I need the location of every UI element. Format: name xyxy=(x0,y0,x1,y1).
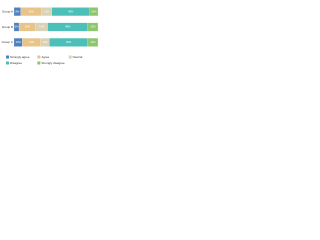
data-label: 22% xyxy=(29,40,35,44)
y-tick-label: Group B xyxy=(2,25,13,29)
legend-swatch xyxy=(6,61,9,65)
data-label: 12% xyxy=(44,9,50,13)
data-label: 10% xyxy=(42,40,48,44)
data-label: 8% xyxy=(15,9,19,13)
data-label: 12% xyxy=(90,25,96,29)
data-label: 45% xyxy=(68,9,74,13)
data-label: 14% xyxy=(39,25,45,29)
bar-segment xyxy=(87,22,99,32)
legend-swatch xyxy=(68,55,72,59)
bar-segment xyxy=(89,7,99,16)
data-label: 25% xyxy=(29,9,35,13)
legend-swatch xyxy=(37,61,41,65)
bar-segment xyxy=(87,38,99,47)
data-label: 10% xyxy=(91,9,97,13)
legend-label: Agree xyxy=(41,55,49,59)
legend-label: Neutral xyxy=(73,55,83,59)
data-label: 20% xyxy=(25,25,31,29)
y-tick-label: Group A xyxy=(2,9,13,13)
page: {"chart_data": {"type": "stacked-bar-hor… xyxy=(0,0,320,72)
data-label: 46% xyxy=(66,40,72,44)
legend-label: Disagree xyxy=(10,61,22,65)
legend-label: Strongly agree xyxy=(10,55,30,59)
legend-swatch xyxy=(6,55,9,59)
data-label: 48% xyxy=(65,25,71,29)
y-tick-label: Group C xyxy=(2,40,14,44)
legend-label: Strongly disagree xyxy=(41,61,65,65)
data-label: 6% xyxy=(15,25,19,29)
chart: Group A 8% 25% 12% 45% 10% Group B 6% 20% 14% 48% 1… xyxy=(2,7,99,65)
data-label: 12% xyxy=(90,40,96,44)
data-label: 10% xyxy=(16,40,22,44)
legend-swatch xyxy=(37,55,41,59)
